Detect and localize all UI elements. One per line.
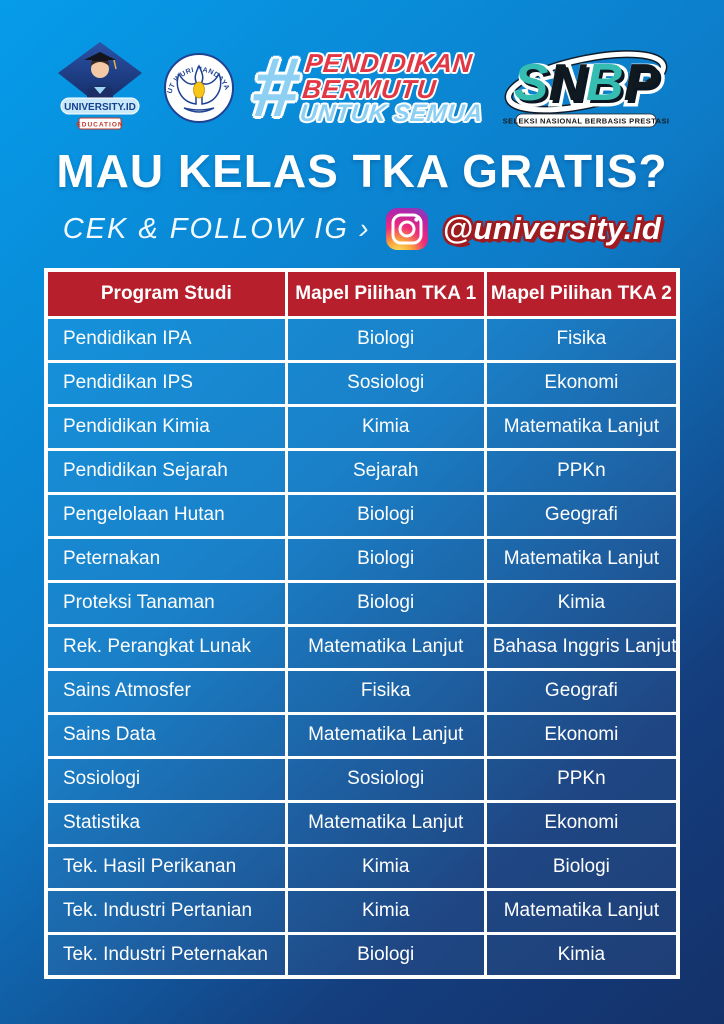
follow-cta-text: CEK & FOLLOW IG › xyxy=(62,212,371,245)
program-studi-cell: Pendidikan IPA xyxy=(44,315,288,363)
table-row: Tek. Industri Peternakan Biologi Kimia xyxy=(44,931,680,979)
mapel-tka-2-cell: Geografi xyxy=(483,667,680,715)
snbp-text-shadow: SNBP xyxy=(517,57,662,115)
mapel-tka-1-cell: Sosiologi xyxy=(284,359,487,407)
snbp-logo-icon: SNBP SNBP SELEKSI NASIONAL BERBASIS PRES… xyxy=(502,50,669,128)
mapel-tka-1-cell: Biologi xyxy=(284,491,487,539)
snbp-tagline: SELEKSI NASIONAL BERBASIS PRESTASI xyxy=(502,117,669,126)
program-studi-cell: Proteksi Tanaman xyxy=(44,579,288,627)
snbp-letter-s: S xyxy=(514,54,549,112)
university-id-label: UNIVERSITY.ID xyxy=(64,102,136,113)
mapel-tka-1-cell: Kimia xyxy=(284,843,487,891)
mapel-tka-1-cell: Sejarah xyxy=(284,447,487,495)
svg-text:SNBP: SNBP xyxy=(514,54,659,112)
logo-bar: UNIVERSITY.ID EDUCATION TUT WURI HANDAYA… xyxy=(0,0,724,138)
mapel-tka-2-cell: Ekonomi xyxy=(483,359,680,407)
program-studi-cell: Statistika xyxy=(44,799,288,847)
page-title: MAU KELAS TKA GRATIS? xyxy=(56,145,668,197)
instagram-icon[interactable] xyxy=(385,207,429,251)
mapel-tka-1-cell: Fisika xyxy=(284,667,487,715)
mapel-tka-1-cell: Biologi xyxy=(284,535,487,583)
hashtag-line-untuk-semua: UNTUK SEMUA xyxy=(298,100,485,127)
university-id-badge: EDUCATION xyxy=(77,122,124,129)
instagram-handle[interactable]: @university.id xyxy=(442,211,662,246)
mapel-tka-2-cell: Ekonomi xyxy=(483,711,680,759)
program-studi-cell: Pendidikan Sejarah xyxy=(44,447,288,495)
header-mapel-tka-2: Mapel Pilihan TKA 2 xyxy=(483,268,680,319)
table-row: Sains Atmosfer Fisika Geografi xyxy=(44,667,680,715)
mapel-tka-1-cell: Sosiologi xyxy=(284,755,487,803)
mapel-tka-1-cell: Kimia xyxy=(284,403,487,451)
program-studi-cell: Sains Data xyxy=(44,711,288,759)
table-body: Pendidikan IPA Biologi Fisika Pendidikan… xyxy=(44,315,680,979)
university-id-logo-icon: UNIVERSITY.ID EDUCATION xyxy=(58,42,143,130)
header-program-studi: Program Studi xyxy=(44,268,288,319)
snbp-letter-b: B xyxy=(586,54,624,112)
mapel-tka-2-cell: PPKn xyxy=(483,755,680,803)
mapel-tka-1-cell: Kimia xyxy=(284,887,487,935)
mapel-tka-1-cell: Biologi xyxy=(284,579,487,627)
hashtag-line-bermutu: BERMUTU xyxy=(301,74,438,104)
program-studi-cell: Rek. Perangkat Lunak xyxy=(44,623,288,671)
program-studi-cell: Tek. Industri Peternakan xyxy=(44,931,288,979)
program-studi-cell: Sosiologi xyxy=(44,755,288,803)
mapel-tka-2-cell: Fisika xyxy=(483,315,680,363)
program-studi-cell: Pengelolaan Hutan xyxy=(44,491,288,539)
table-header-row: Program Studi Mapel Pilihan TKA 1 Mapel … xyxy=(44,268,680,319)
mapel-tka-2-cell: Matematika Lanjut xyxy=(483,887,680,935)
program-studi-cell: Tek. Hasil Perikanan xyxy=(44,843,288,891)
mapel-tka-2-cell: Biologi xyxy=(483,843,680,891)
table-row: Pendidikan Sejarah Sejarah PPKn xyxy=(44,447,680,495)
table-row: Pengelolaan Hutan Biologi Geografi xyxy=(44,491,680,539)
table-row: Statistika Matematika Lanjut Ekonomi xyxy=(44,799,680,847)
mapel-tka-2-cell: Matematika Lanjut xyxy=(483,535,680,583)
kemdikbud-logo-icon: TUT WURI HANDAYANI xyxy=(162,42,235,123)
mapel-tka-1-cell: Matematika Lanjut xyxy=(284,799,487,847)
mapel-tka-2-cell: Bahasa Inggris Lanjut xyxy=(483,623,680,671)
table-row: Pendidikan IPA Biologi Fisika xyxy=(44,315,680,363)
table-row: Pendidikan Kimia Kimia Matematika Lanjut xyxy=(44,403,680,451)
program-studi-cell: Pendidikan Kimia xyxy=(44,403,288,451)
mapel-tka-2-cell: PPKn xyxy=(483,447,680,495)
tka-subject-table: Program Studi Mapel Pilihan TKA 1 Mapel … xyxy=(44,268,680,979)
table-row: Pendidikan IPS Sosiologi Ekonomi xyxy=(44,359,680,407)
hash-icon: # xyxy=(247,40,304,135)
table-row: Peternakan Biologi Matematika Lanjut xyxy=(44,535,680,583)
table-row: Tek. Hasil Perikanan Kimia Biologi xyxy=(44,843,680,891)
mapel-tka-2-cell: Ekonomi xyxy=(483,799,680,847)
mapel-tka-2-cell: Kimia xyxy=(483,579,680,627)
snbp-letter-p: P xyxy=(623,54,658,112)
table-row: Tek. Industri Pertanian Kimia Matematika… xyxy=(44,887,680,935)
program-studi-cell: Tek. Industri Pertanian xyxy=(44,887,288,935)
mapel-tka-1-cell: Matematika Lanjut xyxy=(284,623,487,671)
mapel-tka-2-cell: Kimia xyxy=(483,931,680,979)
hashtag-campaign-logo: # PENDIDIKAN BERMUTU UNTUK SEMUA xyxy=(247,40,490,135)
subtitle-row: CEK & FOLLOW IG › @university.id xyxy=(0,206,724,252)
mapel-tka-1-cell: Matematika Lanjut xyxy=(284,711,487,759)
hashtag-line-pendidikan: PENDIDIKAN xyxy=(303,48,474,78)
snbp-letter-n: N xyxy=(548,54,587,112)
mapel-tka-1-cell: Biologi xyxy=(284,931,487,979)
table-row: Rek. Perangkat Lunak Matematika Lanjut B… xyxy=(44,623,680,671)
mapel-tka-1-cell: Biologi xyxy=(284,315,487,363)
header-mapel-tka-1: Mapel Pilihan TKA 1 xyxy=(284,268,487,319)
mapel-tka-2-cell: Geografi xyxy=(483,491,680,539)
program-studi-cell: Pendidikan IPS xyxy=(44,359,288,407)
table-row: Sosiologi Sosiologi PPKn xyxy=(44,755,680,803)
table-row: Proteksi Tanaman Biologi Kimia xyxy=(44,579,680,627)
program-studi-cell: Sains Atmosfer xyxy=(44,667,288,715)
program-studi-cell: Peternakan xyxy=(44,535,288,583)
table-row: Sains Data Matematika Lanjut Ekonomi xyxy=(44,711,680,759)
mapel-tka-2-cell: Matematika Lanjut xyxy=(483,403,680,451)
